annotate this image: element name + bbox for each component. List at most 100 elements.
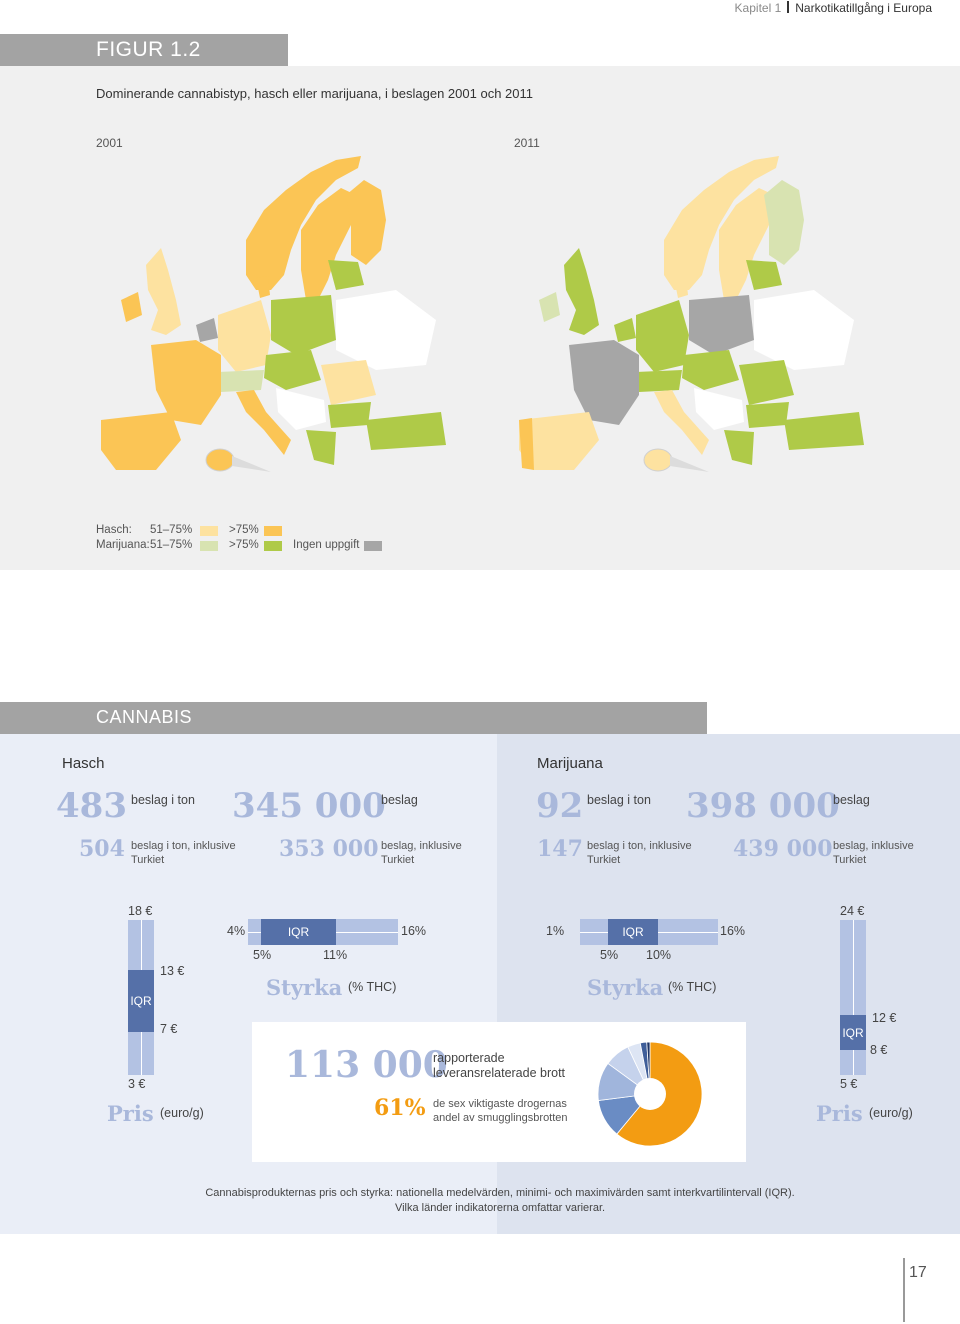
map-region [306,430,336,465]
map-region [694,388,744,430]
map-region [336,290,436,370]
map-region [151,340,221,425]
map-region [321,360,376,405]
header-separator [787,1,790,13]
legend-marijuana-label: Marijuana: [96,539,150,551]
map-region [664,156,779,290]
map-region [564,248,599,335]
marijuana-seizures-label: beslag [833,793,870,807]
legend-swatch-hasch-low [200,526,218,536]
map-region [724,430,754,465]
trafficking-share: 61% [374,1095,426,1121]
legend-hasch-low: 51–75% [150,524,193,536]
map-region [196,318,218,342]
hasch-price-iqr: IQR [128,970,154,1032]
figure-band [0,34,288,66]
trafficking-offences-label: rapporterade leveransrelaterade brott [433,1051,566,1080]
marijuana-price-q3: 12 € [872,1011,897,1025]
marijuana-potency-iqr: IQR [608,919,658,945]
marijuana-potency-min: 1% [546,924,565,938]
trafficking-pie [597,1041,703,1147]
hasch-tons-label: beslag i ton [131,793,195,807]
marijuana-price-q1: 8 € [870,1043,888,1057]
map-region [218,370,264,392]
map-region [569,340,639,425]
map-region [539,292,560,322]
map-region [784,412,864,450]
hasch-seizures-turkey: 353 000 [279,836,379,862]
legend-marijuana-low: 51–75% [150,539,193,551]
marijuana-seizures: 398 000 [686,786,840,826]
hasch-price-unit: (euro/g) [160,1106,204,1120]
marijuana-price-min: 5 € [840,1077,858,1091]
map-region [674,276,688,298]
header-title: Narkotikatillgång i Europa [795,1,932,15]
year-2011: 2011 [514,136,540,150]
map-region [218,300,271,372]
map-region [246,156,361,290]
marijuana-tons: 92 [536,786,584,826]
marijuana-price-max: 24 € [840,904,865,918]
map-region [739,360,794,405]
hasch-potency-unit: (% THC) [348,980,397,994]
hasch-potency-q1: 5% [253,948,272,962]
map-region [328,402,371,428]
map-inset-pointer [670,456,709,472]
marijuana-potency-unit: (% THC) [668,980,717,994]
map-region [519,412,599,470]
map-region [256,276,270,298]
marijuana-tons-turkey: 147 [537,836,583,862]
map-region [301,188,356,300]
map-region [754,290,854,370]
marijuana-tons-turkey-label: beslag i ton, inklusive Turkiet [587,840,692,867]
marijuana-potency-max: 16% [720,924,746,938]
trafficking-offences: 113 000 [285,1044,448,1086]
legend-swatch-no-data [364,541,382,551]
marijuana-seizures-turkey-label: beslag, inklusive Turkiet [833,840,914,867]
hasch-potency-iqr: IQR [261,919,336,945]
marijuana-heading: Marijuana [537,755,603,772]
hasch-price-q3: 13 € [160,964,185,978]
map-2001 [101,156,446,472]
cannabis-band-label: CANNABIS [96,707,193,727]
map-2011 [519,156,864,472]
map-region [519,418,534,470]
hasch-price-max: 18 € [128,904,153,918]
map-region [614,318,636,342]
cannabis-band [0,702,707,734]
figure-caption: Cannabisprodukternas pris och styrka: na… [120,1186,880,1216]
hasch-tons-turkey-label: beslag i ton, inklusive Turkiet [131,840,236,867]
page-number: 17 [909,1264,927,1281]
trafficking-share-label: de sex viktigaste drogernas andel av smu… [433,1098,568,1125]
hasch-seizures-turkey-label: beslag, inklusive Turkiet [381,840,462,867]
chapter-label: Kapitel 1 [734,1,782,15]
page-number-rule [903,1258,905,1322]
hasch-tons: 483 [56,786,127,826]
map-region [264,350,321,390]
map-region [689,295,754,355]
legend-swatch-marijuana-high [264,541,282,551]
legend-no-data: Ingen uppgift [293,539,360,551]
hasch-potency-max: 16% [401,924,427,938]
map-region [101,412,181,470]
hasch-price-q1: 7 € [160,1022,178,1036]
marijuana-seizures-turkey: 439 000 [733,836,833,862]
legend-swatch-hasch-high [264,526,282,536]
hasch-potency-q3: 11% [323,948,348,962]
hasch-price-min: 3 € [128,1077,146,1091]
figure-label: FIGUR 1.2 [96,38,201,61]
pie-center-hole [634,1078,666,1110]
map-region [682,350,739,390]
map-inset-canaries [205,448,235,472]
map-region [719,188,774,300]
map-region [654,390,709,455]
map-region [636,300,689,372]
map-region [346,180,386,265]
legend-hasch-label: Hasch: [96,524,132,536]
caption-line-2: Vilka länder indikatorerna omfattar vari… [394,1201,606,1214]
map-region [746,402,789,428]
marijuana-potency-title: Styrka [587,975,664,1000]
legend-swatch-marijuana-low [200,541,218,551]
map-region [636,370,682,392]
map-region [276,388,326,430]
